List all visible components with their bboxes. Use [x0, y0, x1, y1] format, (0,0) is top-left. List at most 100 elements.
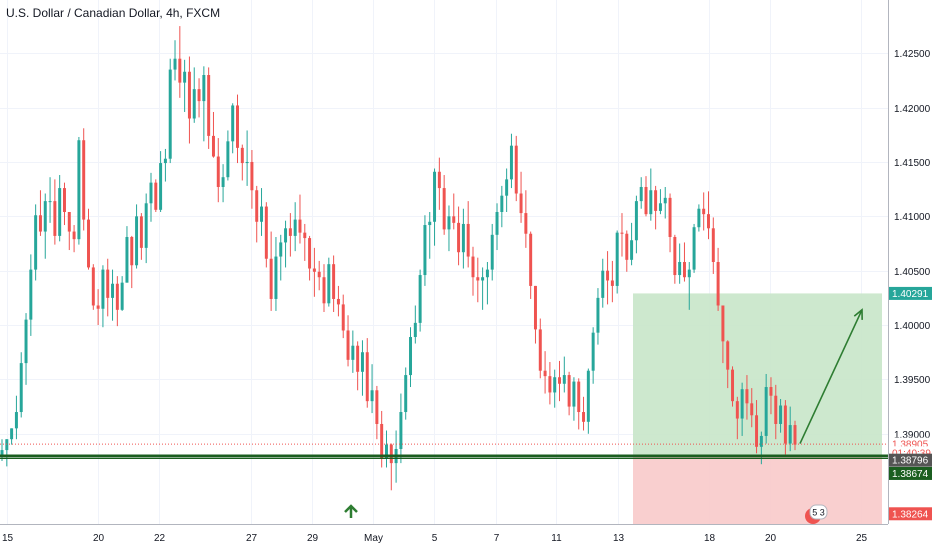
candle: [442, 175, 446, 235]
candle-body: [442, 188, 446, 230]
x-tick-label: 5: [432, 533, 438, 544]
candle-body: [481, 277, 485, 281]
candle: [269, 231, 273, 311]
y-tick-label: 1.42500: [894, 49, 931, 60]
candle-body: [178, 58, 182, 83]
candle: [197, 78, 201, 118]
candle-body: [533, 285, 537, 330]
candle-body: [678, 262, 682, 276]
candle-body: [221, 177, 225, 187]
x-tick-label: 7: [494, 533, 500, 544]
badge-text: 5 3: [812, 508, 825, 518]
candle-body: [154, 182, 158, 210]
candle-body: [356, 345, 360, 372]
candle-body: [365, 352, 369, 402]
candle: [149, 172, 153, 222]
candle: [96, 289, 100, 326]
price-tag-bg: [889, 286, 932, 300]
candle-body: [586, 370, 590, 422]
candle: [211, 111, 215, 158]
candle: [384, 430, 388, 468]
candle-body: [14, 412, 18, 429]
candle: [567, 371, 571, 416]
candle-body: [755, 415, 759, 447]
candle-body: [139, 216, 143, 248]
candle: [750, 388, 754, 428]
candle-body: [336, 298, 340, 305]
candle-body: [461, 223, 465, 253]
candle-body: [308, 238, 312, 269]
candle-body: [149, 182, 153, 204]
candle: [610, 260, 614, 303]
candle: [312, 247, 316, 297]
candle-body: [87, 219, 90, 268]
candle: [240, 144, 244, 181]
candle-body: [779, 405, 783, 424]
events-badge[interactable]: 5 3: [805, 504, 828, 524]
candle: [682, 242, 686, 282]
candle-body: [490, 234, 494, 270]
candle: [476, 257, 480, 303]
stop-loss-zone[interactable]: [633, 455, 882, 524]
price-tag: 1.38796: [889, 453, 932, 467]
candle-body: [67, 211, 71, 232]
candle: [231, 103, 235, 154]
candle: [779, 398, 783, 433]
candle: [543, 351, 547, 394]
x-tick-label: 25: [856, 533, 868, 544]
candle: [183, 59, 187, 112]
candle-body: [0, 450, 4, 456]
candle: [774, 384, 778, 440]
projection-arrow[interactable]: [799, 308, 863, 444]
candle-body: [197, 89, 201, 102]
candle: [168, 58, 172, 164]
candle-body: [29, 269, 33, 320]
candle-body: [250, 161, 254, 191]
candle: [10, 428, 14, 445]
candle-body: [62, 188, 66, 212]
candle-body: [260, 206, 264, 222]
candle-body: [716, 262, 720, 306]
candle-body: [485, 269, 489, 278]
candle-body: [168, 69, 172, 159]
candle-body: [226, 141, 230, 178]
price-tag-label: 1.38905: [892, 440, 929, 451]
x-tick-label: May: [364, 533, 383, 544]
candle: [615, 230, 619, 294]
candle: [221, 164, 225, 203]
candle-body: [447, 216, 451, 230]
candle-body: [471, 256, 475, 278]
candle: [548, 362, 552, 405]
candle-body: [793, 425, 797, 445]
x-tick-label: 13: [613, 533, 625, 544]
candle-body: [125, 236, 129, 283]
y-tick-label: 1.42000: [894, 104, 931, 115]
candle: [437, 157, 441, 210]
candle: [38, 190, 42, 236]
y-tick-label: 1.39500: [894, 375, 931, 386]
candle: [505, 168, 509, 212]
candle-body: [625, 233, 629, 260]
candle: [144, 193, 148, 264]
candle: [697, 204, 701, 232]
candle-body: [692, 227, 696, 270]
candle: [279, 234, 283, 281]
candle-body: [284, 228, 288, 243]
candle: [644, 176, 648, 217]
candle: [360, 340, 364, 396]
candle: [529, 231, 533, 299]
candle: [130, 235, 134, 289]
candle: [678, 243, 682, 284]
candle: [82, 128, 86, 231]
candle-body: [216, 156, 220, 187]
candle-body: [111, 283, 115, 298]
candle-body: [567, 375, 571, 407]
price-tag-bg: [889, 466, 932, 480]
candle-body: [370, 390, 374, 402]
candle-body: [788, 425, 792, 444]
candle: [654, 185, 658, 230]
time-axis[interactable]: 15 20 22 27 29 May 5 7 11 13 18 20 25: [0, 524, 888, 545]
candle: [793, 420, 797, 451]
candle-body: [19, 363, 23, 413]
